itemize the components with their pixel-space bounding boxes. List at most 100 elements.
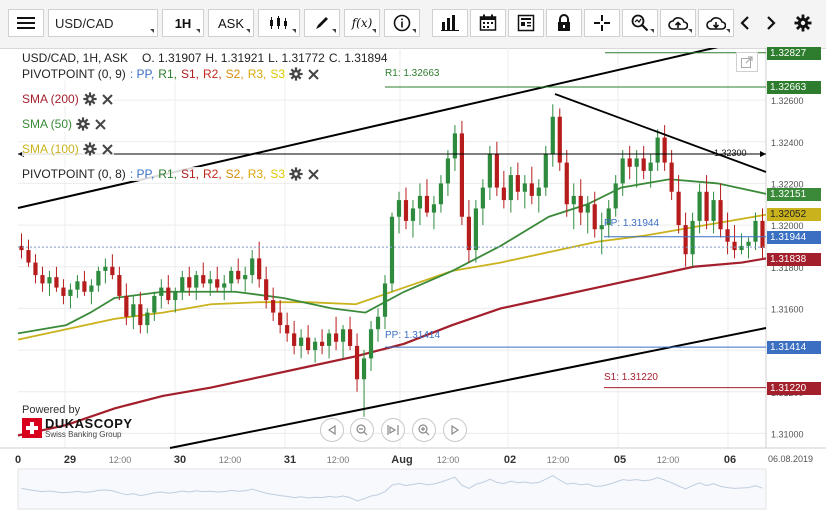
- branding: Powered by DUKASCOPY Swiss Banking Group: [22, 404, 133, 439]
- annotation-r1: R1: 1.32663: [385, 68, 440, 79]
- candle-body: [354, 345, 360, 380]
- reset-view-button[interactable]: [381, 418, 405, 442]
- candle-body: [480, 187, 485, 209]
- candle-body: [620, 158, 625, 184]
- gear-icon[interactable]: [289, 67, 303, 81]
- zoom-in-button[interactable]: [412, 418, 436, 442]
- candle-body: [473, 208, 478, 251]
- candle-body: [557, 116, 562, 163]
- caret-icon: [196, 29, 200, 33]
- x-tick-label: 12:00: [109, 455, 132, 465]
- news-button[interactable]: [508, 9, 544, 37]
- candle-body: [103, 266, 108, 271]
- reset-view-icon: [387, 425, 399, 435]
- settings-button[interactable]: [790, 9, 816, 37]
- info-icon: [393, 14, 411, 32]
- candle-body: [585, 204, 590, 213]
- candle-body: [746, 241, 751, 246]
- timeframe-select[interactable]: 1H: [162, 9, 204, 37]
- lock-button[interactable]: [546, 9, 582, 37]
- crosshair-button[interactable]: [584, 9, 620, 37]
- candle-body: [208, 279, 213, 284]
- price-tag: 1.32827: [767, 46, 821, 60]
- candle-body: [522, 183, 527, 192]
- pivot-level-label: R1,: [158, 67, 177, 81]
- scroll-left-button[interactable]: [734, 9, 756, 37]
- candle-body: [382, 283, 388, 317]
- zoom-in-icon: [418, 424, 430, 436]
- x-tick-label: Aug: [391, 454, 412, 466]
- candle-body: [180, 277, 185, 292]
- x-tick-label: 05: [614, 454, 626, 466]
- nav-back-button[interactable]: [320, 418, 344, 442]
- menu-button[interactable]: [8, 9, 44, 37]
- candle-body: [501, 187, 506, 201]
- candle-body: [138, 304, 143, 326]
- candle-body: [271, 300, 276, 313]
- candle-body: [466, 216, 471, 251]
- caret-icon: [688, 29, 692, 33]
- zoom-button[interactable]: [622, 9, 658, 37]
- candle-body: [110, 266, 115, 276]
- candle-body: [683, 225, 688, 255]
- price-tag: 1.31838: [767, 252, 821, 266]
- pivot-level-label: R2,: [202, 167, 222, 181]
- candle-layer: [19, 104, 765, 417]
- nav-forward-button[interactable]: [443, 418, 467, 442]
- close-icon[interactable]: [94, 118, 107, 131]
- volume-button[interactable]: [432, 9, 468, 37]
- gear-icon[interactable]: [83, 92, 97, 106]
- calendar-button[interactable]: [470, 9, 506, 37]
- candles-icon: [270, 16, 287, 29]
- upload-button[interactable]: [660, 9, 696, 37]
- price-chart[interactable]: 1.32600 1.32400 1.32200 1.32000 1.31800 1.316…: [0, 48, 826, 511]
- gear-icon[interactable]: [289, 167, 303, 181]
- download-button[interactable]: [698, 9, 734, 37]
- chart-area[interactable]: 1.32600 1.32400 1.32200 1.32000 1.31800 1.316…: [0, 46, 826, 511]
- x-tick-label: 02: [504, 454, 516, 466]
- brand-sub: Swiss Banking Group: [45, 430, 122, 439]
- zoom-icon: [631, 14, 649, 32]
- candle-body: [515, 175, 520, 192]
- candle-body: [599, 225, 604, 230]
- candle-body: [669, 162, 674, 192]
- candle-body: [655, 137, 660, 163]
- chart-type-button[interactable]: [258, 9, 300, 37]
- caret-icon: [726, 29, 730, 33]
- symbol-value: USD/CAD: [55, 15, 114, 31]
- candle-body: [690, 220, 695, 255]
- expand-chart-button[interactable]: [736, 52, 758, 72]
- candle-body: [634, 158, 639, 167]
- gear-icon[interactable]: [83, 142, 97, 156]
- info-button[interactable]: [384, 9, 420, 37]
- zoom-out-button[interactable]: [350, 418, 374, 442]
- close-icon[interactable]: [307, 68, 320, 81]
- candle-body: [340, 329, 346, 342]
- close-icon[interactable]: [307, 168, 320, 181]
- gear-icon[interactable]: [76, 117, 90, 131]
- candle-body: [187, 277, 192, 288]
- candle-body: [19, 245, 24, 251]
- candle-body: [543, 154, 548, 188]
- symbol-select[interactable]: USD/CAD: [48, 9, 158, 37]
- indicators-button[interactable]: f(x): [344, 9, 380, 37]
- triangle-right-icon: [451, 425, 459, 435]
- candle-body: [264, 279, 269, 301]
- price-side-select[interactable]: ASK: [208, 9, 254, 37]
- candle-body: [89, 285, 94, 292]
- candle-body: [403, 200, 409, 221]
- candle-body: [131, 304, 136, 317]
- candle-body: [704, 191, 709, 221]
- scroll-right-button[interactable]: [760, 9, 782, 37]
- candle-body: [333, 333, 339, 342]
- sma200-line: [17, 257, 767, 437]
- candle-body: [75, 281, 80, 290]
- fx-label: f(x): [351, 16, 373, 30]
- pivot-level-label: : PP,: [129, 67, 155, 81]
- close-icon[interactable]: [101, 93, 114, 106]
- y-tick-label: 1.31000: [771, 429, 804, 439]
- candle-body: [368, 329, 374, 359]
- candle-body: [82, 281, 87, 292]
- close-icon[interactable]: [101, 143, 114, 156]
- draw-tool-button[interactable]: [304, 9, 340, 37]
